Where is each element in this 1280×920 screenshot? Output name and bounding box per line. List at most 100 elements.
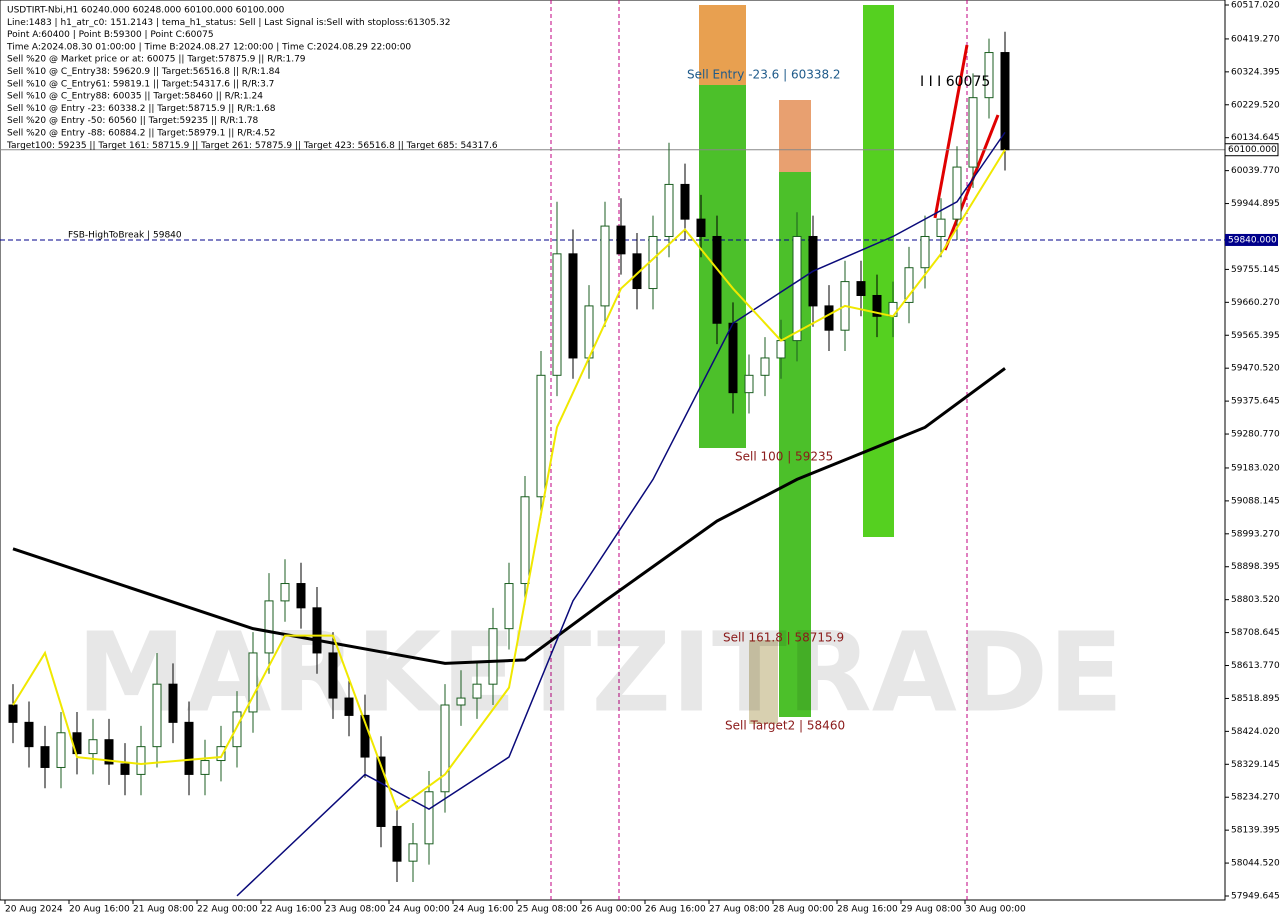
y-tick-label: 58044.520 — [1231, 859, 1280, 869]
y-tick-label: 58329.145 — [1231, 760, 1280, 770]
y-tick-label: 58424.020 — [1231, 727, 1280, 737]
y-tick-label: 59088.145 — [1231, 496, 1280, 506]
candle-body — [920, 235, 930, 269]
indicator-line — [12, 149, 1006, 811]
candle-body — [744, 374, 754, 394]
info-line: Sell %20 @ Entry -88: 60884.2 || Target:… — [7, 129, 275, 139]
candle-body — [440, 704, 450, 793]
info-line: Sell %10 @ C_Entry88: 60035 || Target:58… — [7, 92, 263, 102]
indicator-line — [12, 367, 1006, 665]
y-tick-label: 57949.645 — [1231, 892, 1280, 902]
info-line: Time A:2024.08.30 01:00:00 | Time B:2024… — [6, 42, 411, 52]
trend-lines — [933, 44, 1000, 251]
annotation: Sell Target2 | 58460 — [725, 719, 845, 733]
y-tick-label: 58613.770 — [1231, 661, 1280, 671]
x-tick-label: 22 Aug 00:00 — [197, 905, 258, 915]
candle-body — [120, 763, 130, 775]
candle-body — [344, 697, 354, 716]
y-tick-label: 60324.395 — [1231, 67, 1280, 77]
level-tag-label: 59840.000 — [1228, 235, 1277, 245]
candle-body — [328, 652, 338, 699]
x-tick-label: 26 Aug 00:00 — [581, 905, 642, 915]
candle-body — [776, 340, 786, 359]
y-tick-label: 59944.895 — [1231, 199, 1280, 209]
candle-body — [552, 253, 562, 376]
candle-body — [520, 496, 530, 585]
x-tick-label: 20 Aug 16:00 — [69, 905, 130, 915]
candle-body — [152, 683, 162, 748]
candle-body — [280, 583, 290, 602]
candle-body — [408, 843, 418, 862]
candle-body — [168, 683, 178, 723]
x-tick-label: 23 Aug 08:00 — [325, 905, 386, 915]
y-tick-label: 58139.395 — [1231, 826, 1280, 836]
candle-body — [56, 732, 66, 768]
y-tick-label: 59183.020 — [1231, 463, 1280, 473]
price-tag — [1224, 143, 1279, 157]
zone — [863, 5, 894, 537]
candle-body — [312, 607, 322, 654]
candle-body — [680, 183, 690, 220]
x-tick-label: 26 Aug 16:00 — [645, 905, 706, 915]
x-tick-label: 24 Aug 00:00 — [389, 905, 450, 915]
y-tick-label: 58708.645 — [1231, 628, 1280, 638]
candle-body — [872, 294, 882, 317]
candle-body — [456, 697, 466, 706]
annotation: I I I 60075 — [920, 74, 990, 90]
candle-body — [904, 267, 914, 303]
candle-body — [568, 253, 578, 359]
candle-body — [760, 357, 770, 376]
candle-body — [696, 218, 706, 237]
y-tick-label: 60229.520 — [1231, 100, 1280, 110]
y-tick-label: 59755.145 — [1231, 265, 1280, 275]
candle-body — [536, 374, 546, 498]
candle-body — [504, 583, 514, 630]
info-line: Target100: 59235 || Target 161: 58715.9 … — [6, 141, 498, 151]
candle-body — [296, 583, 306, 609]
candle-body — [248, 652, 258, 713]
x-tick-label: 21 Aug 08:00 — [133, 905, 194, 915]
x-tick-label: 24 Aug 16:00 — [453, 905, 514, 915]
candle-body — [728, 322, 738, 394]
info-line: Sell %10 @ C_Entry61: 59819.1 || Target:… — [7, 79, 274, 89]
y-tick-label: 59660.270 — [1231, 298, 1280, 308]
y-tick-label: 59470.520 — [1231, 364, 1280, 374]
zone — [699, 5, 746, 85]
candle-body — [360, 714, 370, 758]
candle-body — [392, 825, 402, 862]
y-tick-label: 58898.395 — [1231, 562, 1280, 572]
info-line: Sell %10 @ Entry -23: 60338.2 || Target:… — [7, 104, 276, 114]
indicator-line — [236, 131, 1006, 897]
y-tick-label: 58993.270 — [1231, 529, 1280, 539]
candle-body — [936, 218, 946, 237]
candle-body — [488, 628, 498, 685]
x-tick-label: 27 Aug 08:00 — [709, 905, 770, 915]
info-line: Sell %20 @ Entry -50: 60560 || Target:59… — [7, 116, 259, 126]
candle-body — [792, 235, 802, 342]
zone — [699, 85, 746, 448]
candle-body — [200, 760, 210, 775]
y-tick-label: 59280.770 — [1231, 430, 1280, 440]
y-tick-label: 58234.270 — [1231, 793, 1280, 803]
x-tick-label: 28 Aug 16:00 — [837, 905, 898, 915]
annotation: Sell Entry -23.6 | 60338.2 — [687, 68, 841, 82]
info-line: Sell %20 @ Market price or at: 60075 || … — [7, 55, 306, 65]
info-line: Point A:60400 | Point B:59300 | Point C:… — [7, 30, 214, 40]
x-tick-label: 28 Aug 00:00 — [773, 905, 834, 915]
candle-body — [88, 739, 98, 755]
y-tick-label: 60419.270 — [1231, 34, 1280, 44]
y-tick-label: 58803.520 — [1231, 595, 1280, 605]
zone — [749, 640, 778, 724]
y-tick-label: 59375.645 — [1231, 397, 1280, 407]
x-tick-label: 29 Aug 08:00 — [901, 905, 962, 915]
candle-body — [856, 281, 866, 296]
candle-body — [8, 704, 18, 723]
x-tick-label: 22 Aug 16:00 — [261, 905, 322, 915]
x-tick-label: 30 Aug 00:00 — [965, 905, 1026, 915]
zone — [779, 100, 811, 172]
candle-body — [40, 746, 50, 768]
candle-body — [472, 683, 482, 699]
candle-body — [824, 305, 834, 331]
y-tick-label: 59565.395 — [1231, 331, 1280, 341]
trend-line — [933, 44, 969, 219]
